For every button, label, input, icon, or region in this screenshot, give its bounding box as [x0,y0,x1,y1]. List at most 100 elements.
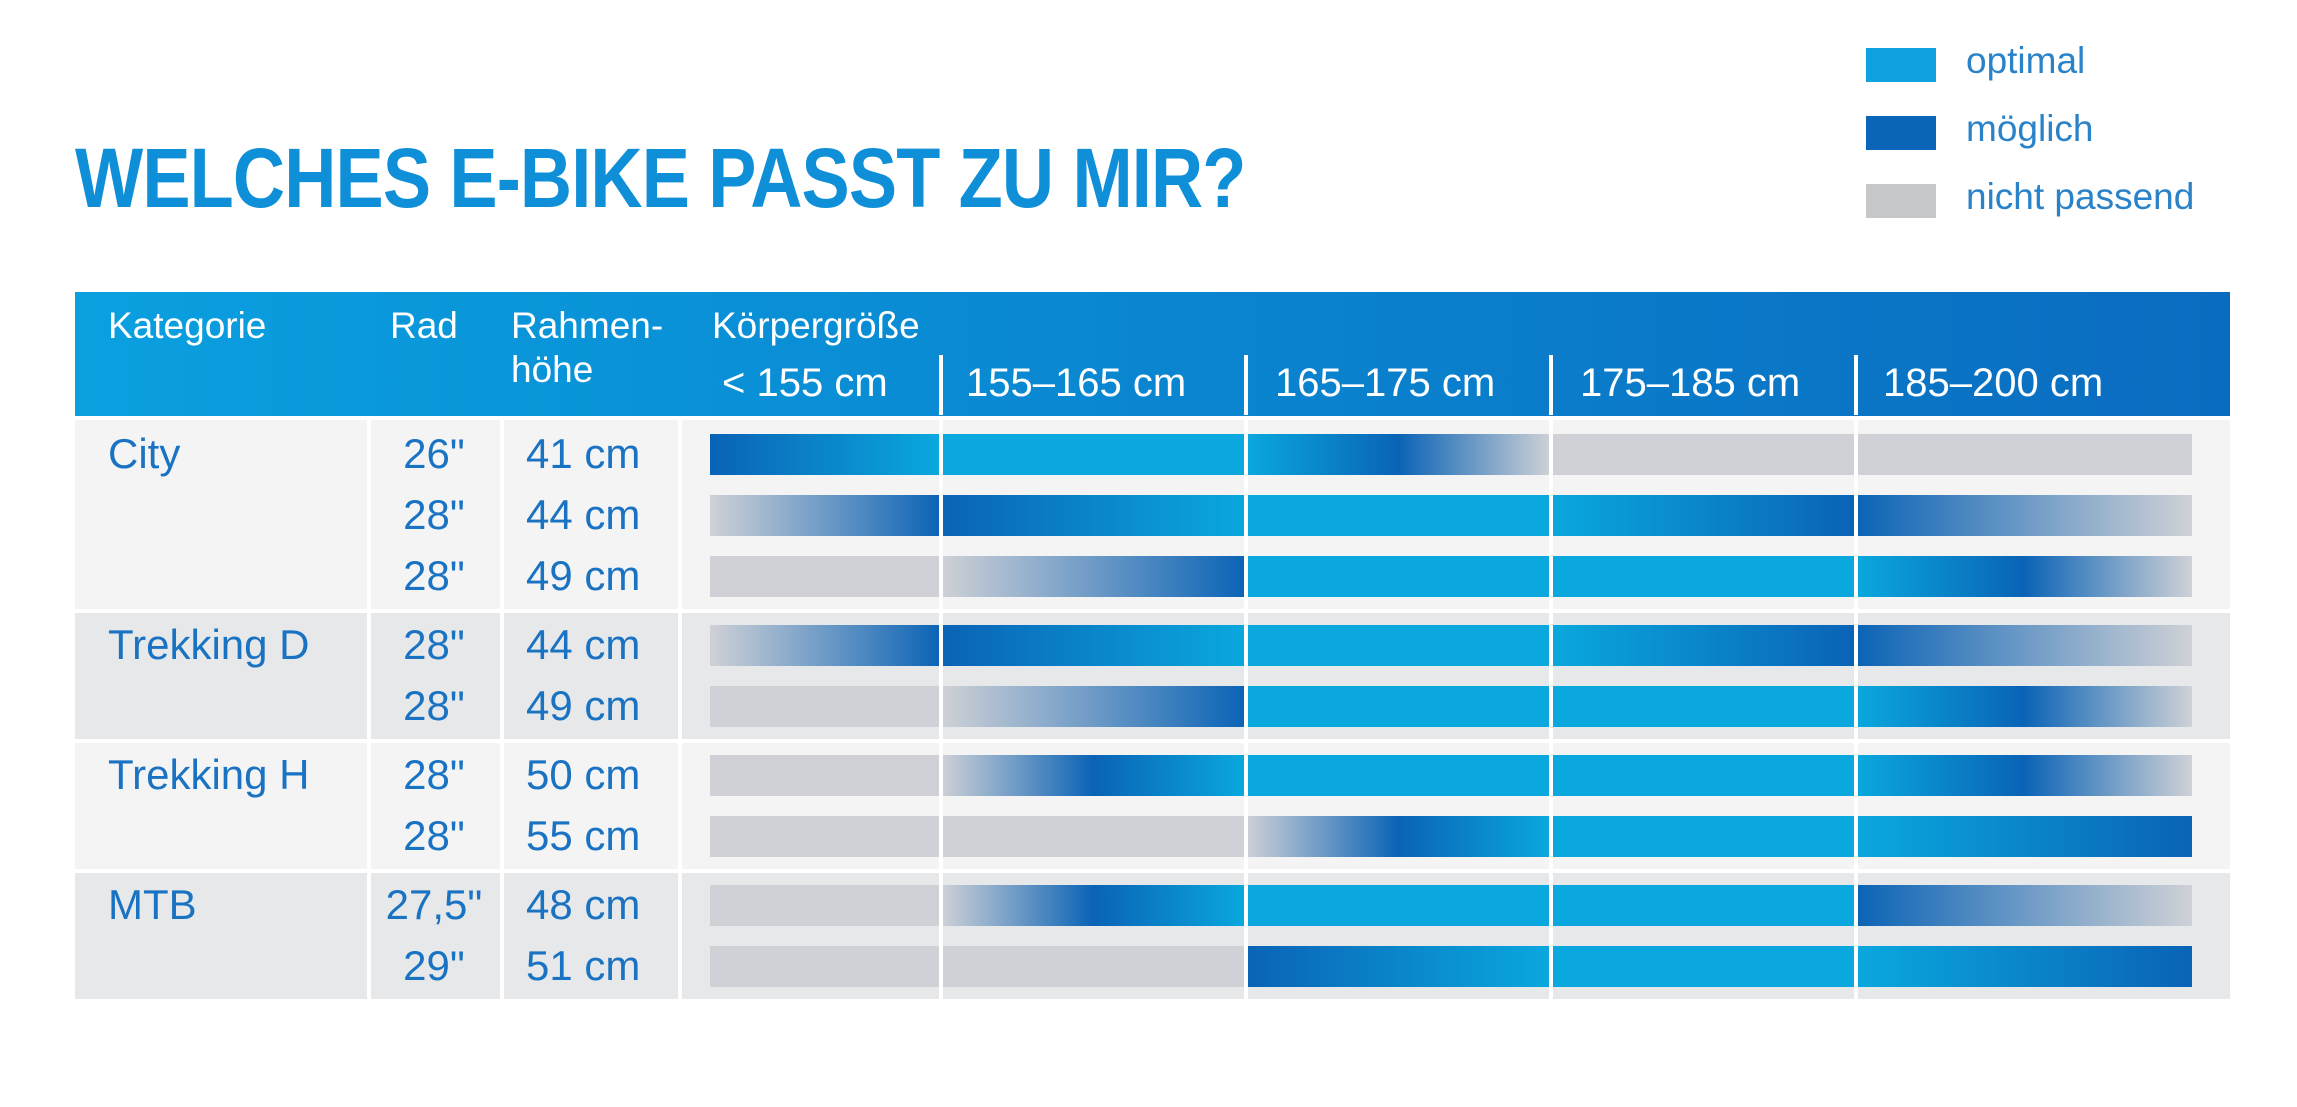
rahmen-value: 44 cm [526,621,640,668]
column-separator [678,613,682,739]
legend-label-optimal: optimal [1966,40,2086,81]
size-range-header: < 155 cm [722,361,888,405]
fit-bar-segment [1551,885,1856,926]
rahmen-value: 41 cm [526,430,640,477]
column-separator [500,420,504,609]
rahmen-value: 48 cm [526,881,640,928]
fit-bar-segment [1856,495,2192,536]
legend-label-moeglich: möglich [1966,108,2094,149]
column-divider [1854,420,1858,999]
column-separator [678,873,682,999]
column-separator [678,743,682,869]
column-separator [500,873,504,999]
column-separator [367,613,371,739]
rad-value: 28" [403,682,465,729]
fit-bar-segment [1856,625,2192,666]
category-label: City [108,430,180,477]
legend-item-moeglich: möglich [1866,108,2266,150]
rad-value: 28" [403,491,465,538]
header-divider [939,355,943,415]
header-rahmen-line1: Rahmen- [511,305,663,346]
fit-bar-segment [1246,556,1551,597]
fit-bar-segment [710,495,941,536]
fit-bar-segment [1246,816,1551,857]
fit-bar-segment [1551,434,1856,475]
rad-value: 27,5" [386,881,483,928]
column-divider [1549,420,1553,999]
rad-value: 28" [403,751,465,798]
category-label: Trekking D [108,621,310,668]
rad-value: 28" [403,812,465,859]
fit-bar-segment [941,495,1246,536]
rahmen-value: 51 cm [526,942,640,989]
column-separator [500,743,504,869]
rahmen-value: 44 cm [526,491,640,538]
column-divider [1244,420,1248,999]
fit-bar-segment [1856,686,2192,727]
header-rahmen-line2: höhe [511,349,593,390]
fit-bar-segment [1551,946,1856,987]
size-range-header: 175–185 cm [1580,361,1800,405]
size-range-header: 185–200 cm [1883,361,2103,405]
rad-value: 28" [403,552,465,599]
column-dividers [939,355,1858,999]
fit-bar-segment [1856,816,2192,857]
fit-bar-segment [1246,434,1551,475]
fit-bar-segment [710,946,941,987]
fit-bar-segment [941,556,1246,597]
page-title: WELCHES E-BIKE PASST ZU MIR? [75,131,1246,225]
fit-bar-segment [1246,885,1551,926]
fit-bar-segment [941,885,1246,926]
fit-bar-segment [1246,495,1551,536]
fit-bar-segment [710,816,941,857]
rahmen-value: 49 cm [526,552,640,599]
rad-value: 28" [403,621,465,668]
legend: optimal möglich nicht passend [1866,40,2266,230]
fit-bar-segment [1246,625,1551,666]
column-separator [367,873,371,999]
fit-bar-segment [941,816,1246,857]
fit-bar-segment [1856,755,2192,796]
fit-bar-segment [710,434,941,475]
fit-bar-segment [710,686,941,727]
header-divider [1854,355,1858,415]
table-header [75,292,2230,416]
legend-swatch-moeglich [1866,116,1936,150]
fit-bar-segment [1551,686,1856,727]
header-divider [1244,355,1248,415]
column-separator [367,420,371,609]
fit-bar-segment [941,434,1246,475]
header-rad: Rad [390,305,458,346]
header-divider [1549,355,1553,415]
legend-item-nicht-passend: nicht passend [1866,176,2266,218]
legend-swatch-nicht-passend [1866,184,1936,218]
fit-bar-segment [1856,885,2192,926]
fit-bar-segment [1551,625,1856,666]
header-koerpergroesse: Körpergröße [712,305,920,346]
fit-bar-segment [1856,434,2192,475]
fit-bar-segment [1856,946,2192,987]
fit-bar-segment [1551,495,1856,536]
table-rows: City 26" 41 cm 28" 44 cm 28" 49 cm Trekking D 28… [108,430,640,989]
column-separator [678,420,682,609]
column-divider [939,420,943,999]
fit-bar-segment [710,885,941,926]
rahmen-value: 49 cm [526,682,640,729]
rad-value: 29" [403,942,465,989]
column-separator [500,613,504,739]
fit-bar-segment [941,946,1246,987]
fit-bar-segment [710,625,941,666]
fit-bar-segment [1246,755,1551,796]
fit-bar-segment [710,556,941,597]
header-kategorie: Kategorie [108,305,266,346]
fit-bar-segment [1856,556,2192,597]
fit-bar-segment [1246,946,1551,987]
column-separator [367,743,371,869]
fit-bar-segment [941,686,1246,727]
category-label: MTB [108,881,197,928]
size-range-header: 155–165 cm [966,361,1186,405]
fit-bars [710,434,2192,987]
rahmen-value: 55 cm [526,812,640,859]
fit-bar-segment [941,755,1246,796]
